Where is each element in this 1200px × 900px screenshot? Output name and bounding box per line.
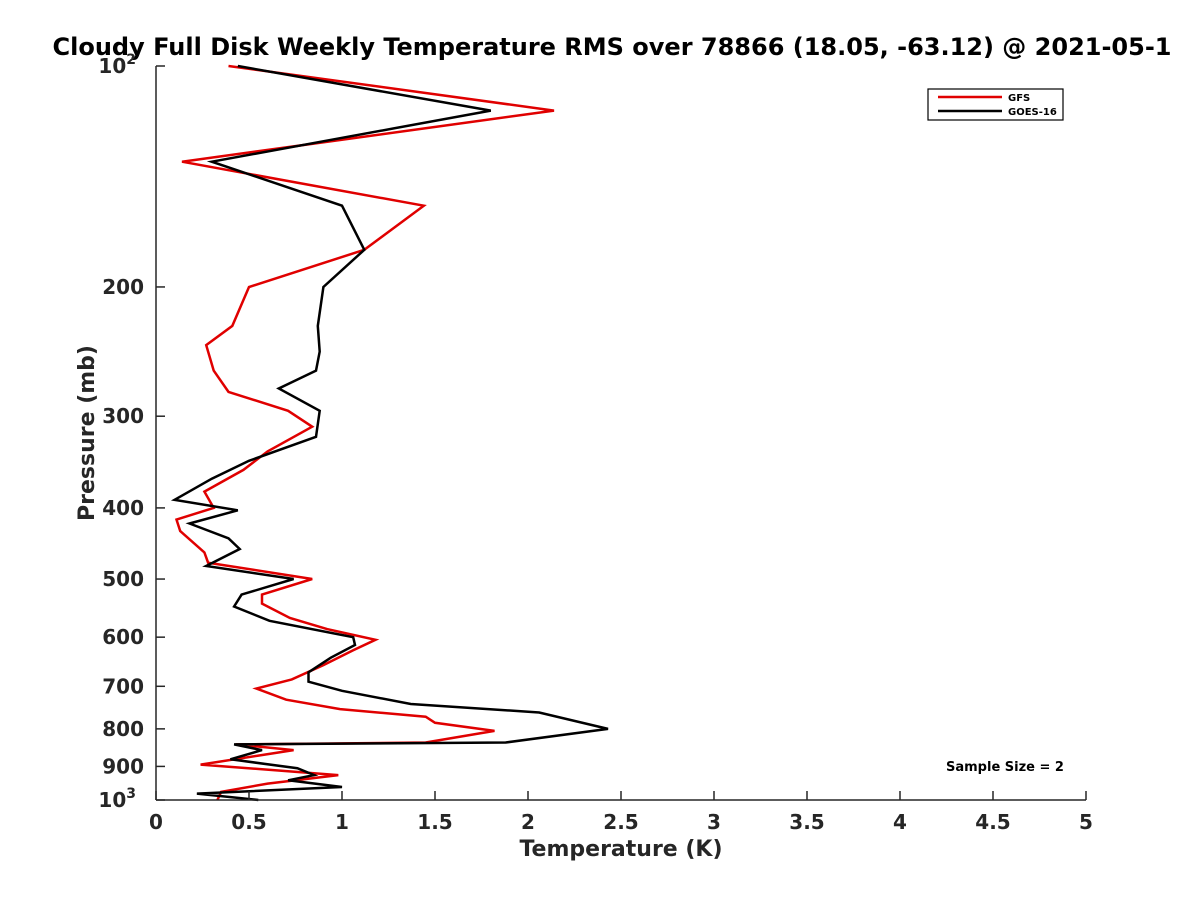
- y-tick-label: 500: [102, 567, 144, 591]
- legend: GFS GOES-16: [927, 88, 1064, 121]
- x-tick-label: 4.5: [975, 810, 1010, 834]
- x-tick-label: 3.5: [789, 810, 824, 834]
- legend-label-goes16: GOES-16: [1008, 107, 1057, 118]
- x-tick-label: 2.5: [603, 810, 638, 834]
- x-tick-label: 3: [707, 810, 721, 834]
- series-line-goes-16: [170, 64, 609, 802]
- y-tick-label: 900: [102, 754, 144, 778]
- series-layer: [170, 64, 609, 802]
- y-axis-label: Pressure (mb): [75, 345, 100, 521]
- y-tick-label: 300: [102, 404, 144, 428]
- sample-size-annotation: Sample Size = 2: [946, 760, 1064, 775]
- chart-title: Cloudy Full Disk Weekly Temperature RMS …: [53, 33, 1172, 61]
- legend-box: [927, 88, 1064, 121]
- x-axis-label: Temperature (K): [519, 837, 722, 862]
- x-tick-label: 2: [521, 810, 535, 834]
- x-tick-label: 0: [149, 810, 163, 834]
- x-tick-label: 5: [1079, 810, 1093, 834]
- y-tick-label: 800: [102, 717, 144, 741]
- y-tick-label: 102: [98, 52, 136, 78]
- y-tick-label: 400: [102, 496, 144, 520]
- y-tick-label: 600: [102, 625, 144, 649]
- y-tick-label: 700: [102, 674, 144, 698]
- x-tick-label: 1: [335, 810, 349, 834]
- y-tick-label: 200: [102, 275, 144, 299]
- x-tick-label: 0.5: [231, 810, 266, 834]
- x-ticks: 0 0.5 1 1.5 2 2.5 3 3.5 4 4.5 5: [149, 791, 1093, 834]
- x-tick-label: 4: [893, 810, 907, 834]
- y-ticks: 102 200 300 400 500 600 700 800 900 103: [98, 52, 165, 812]
- legend-label-gfs: GFS: [1008, 93, 1030, 104]
- y-tick-label: 103: [98, 786, 136, 812]
- x-tick-label: 1.5: [417, 810, 452, 834]
